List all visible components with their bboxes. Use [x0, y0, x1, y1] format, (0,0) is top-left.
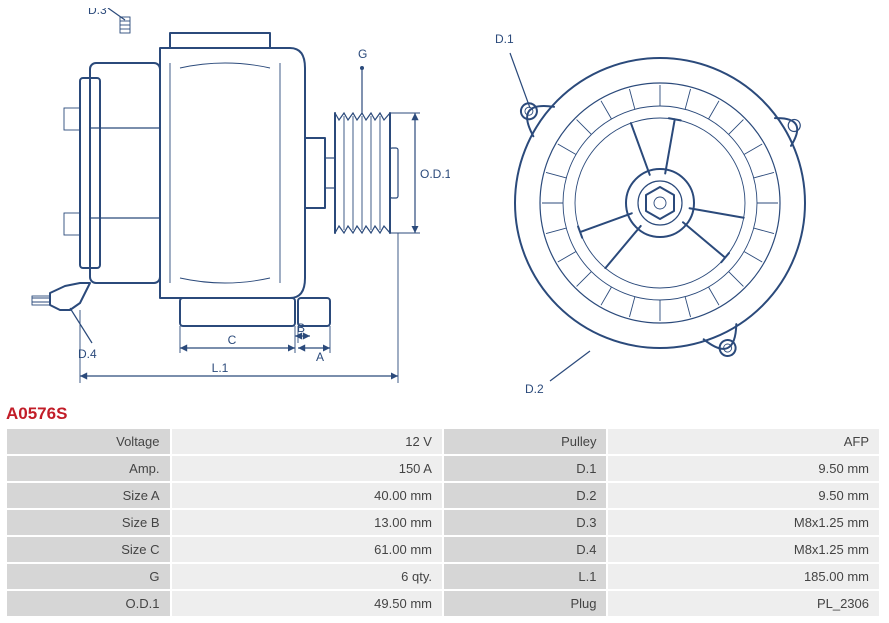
spec-label: G — [6, 563, 171, 590]
spec-value: M8x1.25 mm — [607, 536, 880, 563]
spec-row: O.D.149.50 mmPlugPL_2306 — [6, 590, 880, 617]
callout-c: C — [228, 333, 237, 347]
page: D.3 G O.D.1 D.4 — [0, 0, 889, 623]
callout-od1: O.D.1 — [420, 167, 450, 181]
spec-label: D.4 — [443, 536, 608, 563]
spec-label: D.1 — [443, 455, 608, 482]
spec-row: Size B13.00 mmD.3M8x1.25 mm — [6, 509, 880, 536]
spec-row: Amp.150 AD.19.50 mm — [6, 455, 880, 482]
spec-value: 40.00 mm — [171, 482, 443, 509]
callout-d2: D.2 — [525, 382, 544, 396]
spec-value: PL_2306 — [607, 590, 880, 617]
spec-label: Voltage — [6, 428, 171, 455]
spec-value: 185.00 mm — [607, 563, 880, 590]
spec-value: 9.50 mm — [607, 455, 880, 482]
spec-label: D.2 — [443, 482, 608, 509]
spec-label: Size C — [6, 536, 171, 563]
spec-row: Size A40.00 mmD.29.50 mm — [6, 482, 880, 509]
spec-value: 6 qty. — [171, 563, 443, 590]
spec-value: 61.00 mm — [171, 536, 443, 563]
callout-d3: D.3 — [88, 8, 107, 17]
spec-row: G6 qty.L.1185.00 mm — [6, 563, 880, 590]
callout-a: A — [316, 350, 324, 364]
spec-table: Voltage12 VPulleyAFPAmp.150 AD.19.50 mmS… — [6, 428, 880, 617]
drawings-area: D.3 G O.D.1 D.4 — [0, 0, 889, 400]
spec-value: 150 A — [171, 455, 443, 482]
spec-row: Size C61.00 mmD.4M8x1.25 mm — [6, 536, 880, 563]
callout-g: G — [358, 47, 367, 61]
callout-b: B — [297, 321, 305, 335]
spec-label: Size B — [6, 509, 171, 536]
spec-value: 13.00 mm — [171, 509, 443, 536]
spec-label: Pulley — [443, 428, 608, 455]
spec-label: Plug — [443, 590, 608, 617]
spec-label: L.1 — [443, 563, 608, 590]
spec-value: M8x1.25 mm — [607, 509, 880, 536]
front-view: D.1 D.2 — [480, 8, 840, 398]
callout-d1: D.1 — [495, 32, 514, 46]
part-number: A0576S — [6, 404, 67, 424]
spec-label: O.D.1 — [6, 590, 171, 617]
spec-row: Voltage12 VPulleyAFP — [6, 428, 880, 455]
side-view: D.3 G O.D.1 D.4 — [20, 8, 450, 398]
spec-value: 49.50 mm — [171, 590, 443, 617]
spec-value: 12 V — [171, 428, 443, 455]
spec-label: D.3 — [443, 509, 608, 536]
callout-l1: L.1 — [212, 361, 229, 375]
spec-label: Amp. — [6, 455, 171, 482]
spec-value: 9.50 mm — [607, 482, 880, 509]
callout-d4: D.4 — [78, 347, 97, 361]
spec-label: Size A — [6, 482, 171, 509]
spec-value: AFP — [607, 428, 880, 455]
